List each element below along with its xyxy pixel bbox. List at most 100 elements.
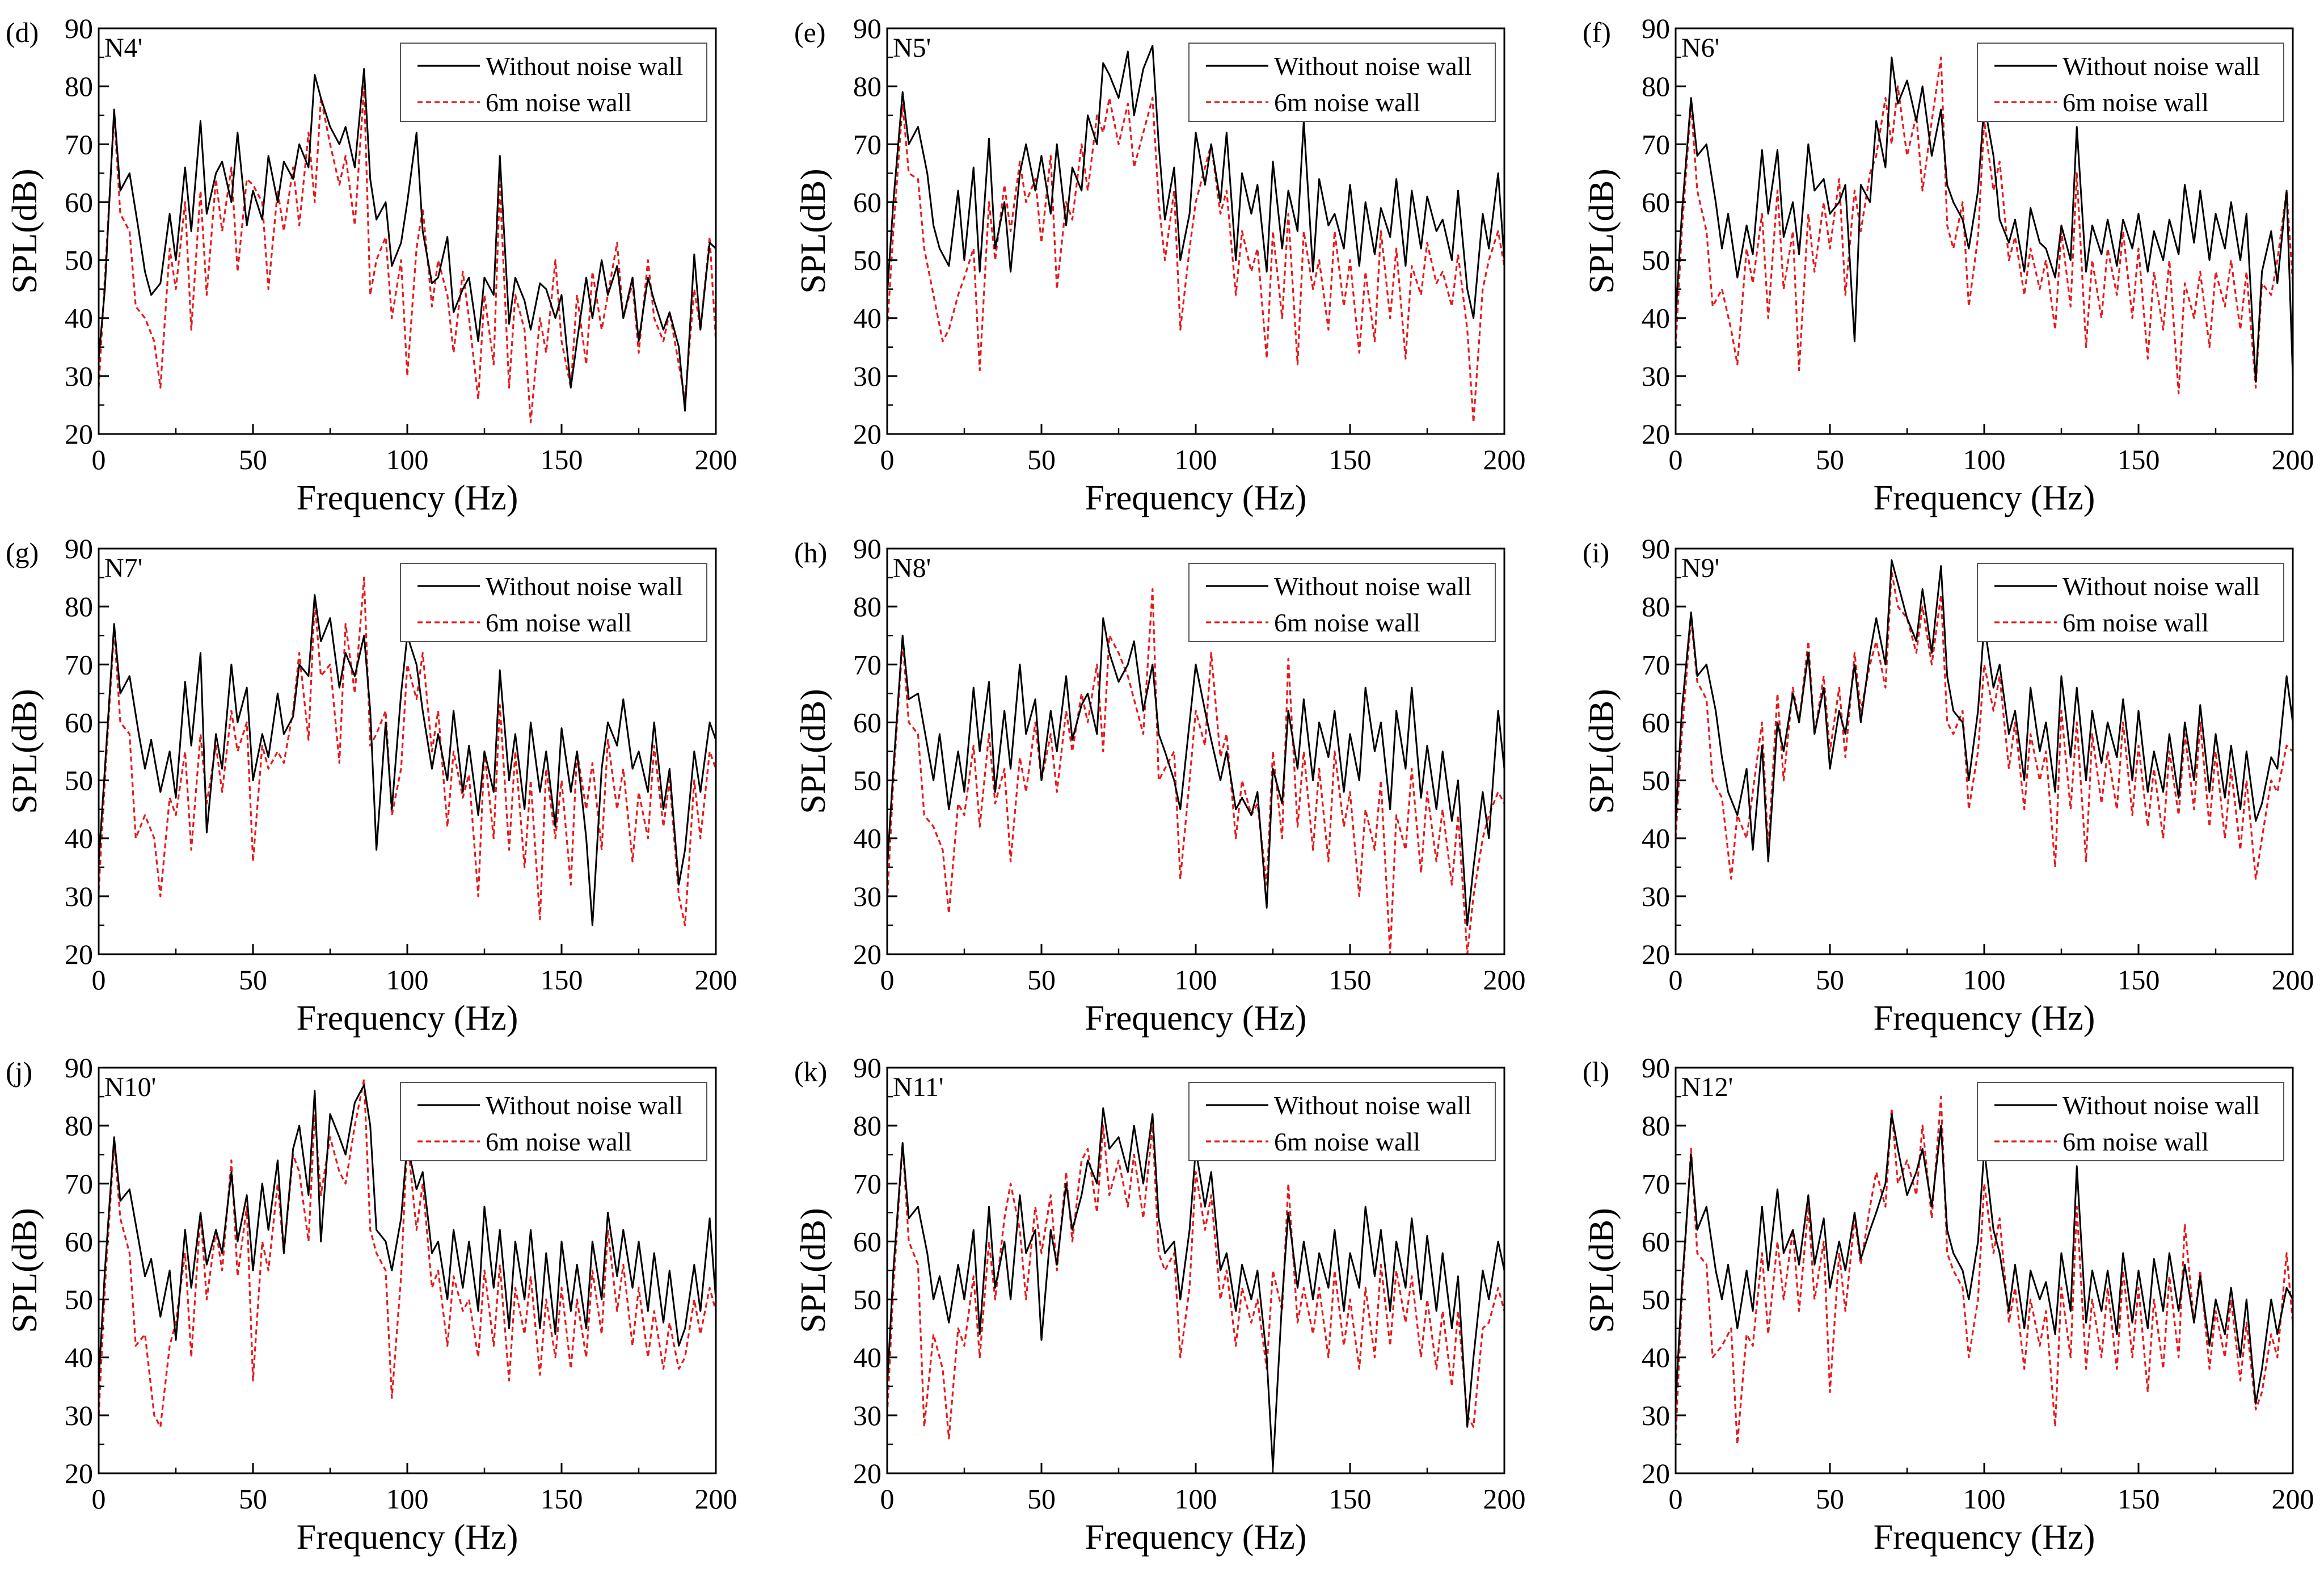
x-tick-label: 50 xyxy=(239,1483,267,1515)
legend-label: 6m noise wall xyxy=(2063,608,2209,637)
legend-box xyxy=(400,1082,707,1161)
panel-label: (e) xyxy=(794,16,826,48)
series-line-without-wall xyxy=(887,1107,1504,1469)
chart-panel: 0 50 100 150 200 20 30 40 50 60 70 80 90 (f) N6' Freque… xyxy=(1583,12,2314,517)
y-tick-label: 70 xyxy=(853,648,881,680)
series-line-with-wall xyxy=(887,1124,1504,1440)
chart-panel: 0 50 100 150 200 20 30 40 50 60 70 80 90 (g) N7' Freque… xyxy=(6,533,737,1038)
legend-box xyxy=(1977,563,2284,642)
x-tick-label: 150 xyxy=(1329,1483,1372,1515)
y-tick-label: 30 xyxy=(65,1400,93,1431)
x-axis-title: Frequency (Hz) xyxy=(1085,1518,1307,1557)
x-tick-label: 100 xyxy=(386,964,429,996)
y-tick-label: 40 xyxy=(65,302,93,334)
y-tick-label: 70 xyxy=(1642,1168,1670,1199)
y-tick-label: 60 xyxy=(853,186,881,218)
point-label: N9' xyxy=(1681,553,1719,583)
series-line-without-wall xyxy=(99,68,716,412)
y-tick-label: 90 xyxy=(1642,12,1670,44)
y-tick-label: 20 xyxy=(1642,938,1670,970)
x-tick-label: 200 xyxy=(695,964,737,996)
y-tick-label: 50 xyxy=(65,245,93,276)
y-tick-label: 70 xyxy=(65,1168,93,1199)
series-line-with-wall xyxy=(99,576,716,926)
x-axis-title: Frequency (Hz) xyxy=(297,999,518,1038)
x-axis-title: Frequency (Hz) xyxy=(1085,999,1307,1038)
y-tick-label: 90 xyxy=(1642,533,1670,564)
x-tick-label: 50 xyxy=(1027,964,1056,996)
panel-label: (j) xyxy=(6,1056,32,1088)
y-tick-label: 90 xyxy=(853,1052,881,1084)
y-tick-label: 60 xyxy=(1642,186,1670,218)
panel-label: (h) xyxy=(794,537,827,568)
x-tick-label: 50 xyxy=(1816,444,1844,475)
x-tick-label: 0 xyxy=(880,444,895,475)
legend-label: Without noise wall xyxy=(2063,52,2260,81)
y-tick-label: 70 xyxy=(65,128,93,160)
x-tick-label: 100 xyxy=(1175,964,1217,996)
x-tick-label: 0 xyxy=(880,1483,895,1515)
x-tick-label: 100 xyxy=(1175,444,1217,475)
x-tick-label: 150 xyxy=(541,444,583,475)
y-tick-label: 60 xyxy=(853,1225,881,1257)
x-tick-label: 0 xyxy=(1669,444,1683,475)
legend: Without noise wall 6m noise wall xyxy=(400,43,707,122)
point-label: N5' xyxy=(893,33,931,63)
x-tick-label: 50 xyxy=(1027,444,1056,475)
x-tick-label: 200 xyxy=(1483,964,1526,996)
series-line-without-wall xyxy=(887,617,1504,926)
x-tick-label: 50 xyxy=(1816,1483,1844,1515)
x-axis-title: Frequency (Hz) xyxy=(297,1518,518,1557)
legend-label: 6m noise wall xyxy=(2063,88,2209,117)
series-line-with-wall xyxy=(1676,571,2293,880)
x-axis-title: Frequency (Hz) xyxy=(1085,479,1307,517)
x-tick-label: 200 xyxy=(2272,964,2314,996)
x-tick-label: 150 xyxy=(541,964,583,996)
point-label: N6' xyxy=(1681,33,1719,63)
legend-box xyxy=(1977,43,2284,122)
y-tick-label: 90 xyxy=(1642,1052,1670,1084)
x-tick-label: 150 xyxy=(1329,444,1372,475)
legend-box xyxy=(1977,1082,2284,1161)
legend-box xyxy=(1188,563,1496,642)
y-tick-label: 30 xyxy=(1642,360,1670,392)
y-axis-title: SPL(dB) xyxy=(6,168,44,293)
legend-box xyxy=(400,563,707,642)
point-label: N11' xyxy=(893,1072,944,1102)
legend-label: Without noise wall xyxy=(1274,1091,1471,1120)
point-label: N4' xyxy=(104,33,142,63)
y-tick-label: 20 xyxy=(65,418,93,450)
series-line-without-wall xyxy=(99,594,716,926)
panel-label: (k) xyxy=(794,1056,827,1088)
legend-label: 6m noise wall xyxy=(1274,88,1420,117)
y-tick-label: 60 xyxy=(65,1225,93,1257)
series-line-with-wall xyxy=(1676,1095,2293,1445)
chart-panel: 0 50 100 150 200 20 30 40 50 60 70 80 90 (l) N12' Frequ… xyxy=(1583,1052,2314,1557)
y-tick-label: 90 xyxy=(853,533,881,564)
x-tick-label: 200 xyxy=(2272,1483,2314,1515)
legend-label: Without noise wall xyxy=(2063,572,2260,601)
x-tick-label: 0 xyxy=(92,1483,106,1515)
series-line-without-wall xyxy=(887,45,1504,319)
y-tick-label: 90 xyxy=(65,1052,93,1084)
series-line-with-wall xyxy=(99,85,716,424)
legend-label: Without noise wall xyxy=(2063,1091,2260,1120)
y-tick-label: 50 xyxy=(1642,765,1670,796)
x-tick-label: 200 xyxy=(1483,444,1526,475)
panel-label: (g) xyxy=(6,537,39,568)
y-tick-label: 30 xyxy=(853,880,881,912)
y-tick-label: 80 xyxy=(65,591,93,622)
x-tick-label: 150 xyxy=(2118,964,2160,996)
chart-panel: 0 50 100 150 200 20 30 40 50 60 70 80 90 (e) N5' Freque… xyxy=(794,12,1526,517)
y-tick-label: 50 xyxy=(853,765,881,796)
y-tick-label: 20 xyxy=(65,938,93,970)
y-tick-label: 50 xyxy=(1642,1284,1670,1316)
y-tick-label: 30 xyxy=(1642,1400,1670,1431)
x-tick-label: 0 xyxy=(1669,1483,1683,1515)
y-tick-label: 50 xyxy=(65,765,93,796)
panel-label: (i) xyxy=(1583,537,1609,568)
x-tick-label: 150 xyxy=(2118,444,2160,475)
y-tick-label: 90 xyxy=(65,533,93,564)
y-tick-label: 60 xyxy=(1642,1225,1670,1257)
legend: Without noise wall 6m noise wall xyxy=(1977,563,2284,642)
